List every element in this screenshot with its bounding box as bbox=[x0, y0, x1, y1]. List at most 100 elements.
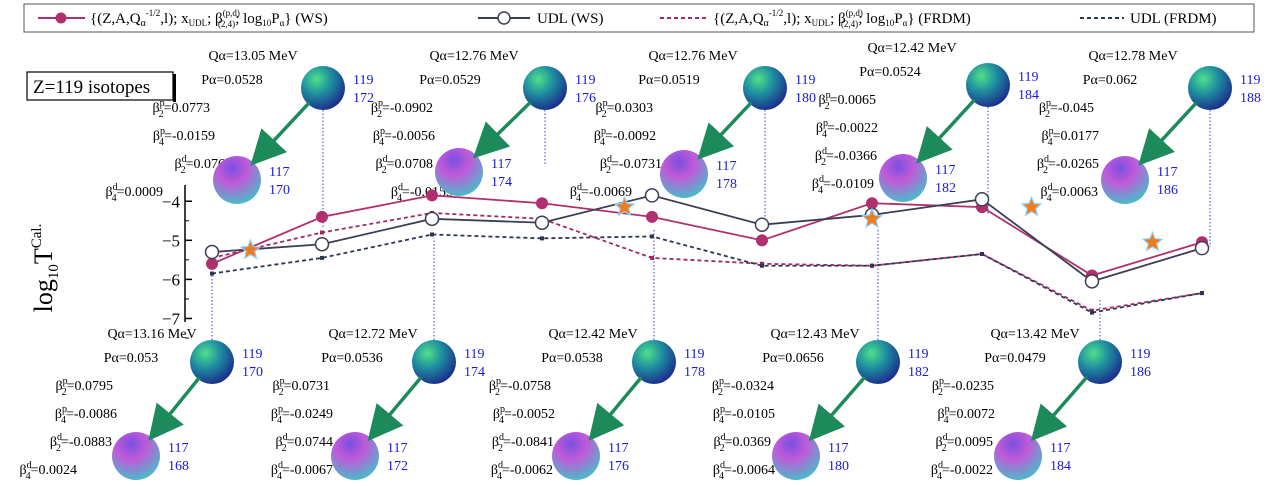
data-point-udl-ws bbox=[644, 188, 660, 203]
p-alpha: Pα=0.0479 bbox=[984, 351, 1046, 366]
beta4-daughter: βd 4=0.0024 bbox=[19, 460, 77, 482]
q-alpha: Qα=12.76 MeV bbox=[429, 49, 518, 64]
beta2-parent: βp 2=0.0303 bbox=[595, 98, 653, 120]
daughter-nucleus-icon bbox=[994, 432, 1042, 480]
data-point-udl-ws bbox=[424, 211, 440, 227]
daughter-nucleus-icon bbox=[1101, 156, 1149, 204]
beta2-daughter: βd 2=-0.0731 bbox=[600, 154, 662, 176]
data-point-udl-ws bbox=[204, 244, 220, 260]
parent-n: 184 bbox=[1018, 88, 1039, 103]
y-axis-label: log10TCal. bbox=[29, 224, 62, 313]
beta4-daughter: βd 4=-0.0064 bbox=[713, 460, 775, 482]
top-annotation-3: Qα=12.42 MeV Pα=0.0524 βp 2=0.0065 βp 4=-0.00… bbox=[812, 41, 1039, 202]
daughter-nucleus-icon bbox=[112, 432, 160, 480]
isotope-box-frame bbox=[26, 71, 174, 101]
daughter-n: 182 bbox=[935, 181, 956, 196]
beta2-daughter: βd 2=0.0744 bbox=[275, 432, 333, 454]
beta2-daughter: βd 2=-0.0366 bbox=[815, 146, 877, 168]
data-point-udl-ws bbox=[314, 236, 330, 252]
p-alpha: Pα=0.0538 bbox=[541, 351, 603, 366]
daughter-nucleus-icon bbox=[331, 432, 379, 480]
data-point-frdm bbox=[210, 271, 214, 276]
parent-z: 119 bbox=[1130, 347, 1150, 362]
data-point-frdm bbox=[1200, 291, 1204, 296]
y-axis: −4 −5 −6 −7 log10TCal. bbox=[29, 185, 192, 339]
beta4-daughter: βd 4=-0.0067 bbox=[271, 460, 333, 482]
beta2-parent: βp 2=0.0731 bbox=[272, 376, 330, 398]
beta4-parent: βp 4=-0.0105 bbox=[713, 404, 775, 426]
y-tick-label: −7 bbox=[162, 309, 181, 328]
daughter-nucleus-icon bbox=[772, 432, 820, 480]
daughter-z: 117 bbox=[935, 163, 955, 178]
q-alpha: Qα=12.42 MeV bbox=[867, 41, 956, 56]
parent-z: 119 bbox=[684, 347, 704, 362]
beta4-daughter: βd 4=-0.0069 bbox=[570, 182, 632, 204]
daughter-nucleus-icon bbox=[435, 148, 483, 196]
parent-n: 174 bbox=[464, 365, 485, 380]
legend-marker-udl-ws bbox=[497, 11, 511, 25]
q-alpha: Qα=12.76 MeV bbox=[648, 49, 737, 64]
isotope-box-label: Z=119 isotopes bbox=[33, 77, 150, 98]
parent-nucleus-icon bbox=[412, 340, 456, 384]
beta2-daughter: βd 2=-0.0883 bbox=[50, 432, 112, 454]
daughter-n: 168 bbox=[168, 459, 189, 474]
bottom-annotation-2: Qα=12.42 MeV Pα=0.0538 βp 2=-0.0758 βp 4=-0.0… bbox=[489, 327, 705, 482]
parent-z: 119 bbox=[795, 73, 815, 88]
parent-n: 186 bbox=[1130, 365, 1151, 380]
star-marker bbox=[239, 238, 262, 260]
bottom-annotation-0: Qα=13.16 MeV Pα=0.053 βp 2=0.0795 βp 4=-0.008… bbox=[19, 327, 263, 482]
data-point-ws bbox=[756, 234, 768, 247]
p-alpha: Pα=0.062 bbox=[1083, 73, 1138, 88]
star-marker bbox=[613, 195, 636, 217]
daughter-z: 117 bbox=[716, 159, 736, 174]
daughter-n: 178 bbox=[716, 177, 737, 192]
daughter-nucleus-icon bbox=[552, 432, 600, 480]
annotation-connectors bbox=[211, 107, 1211, 340]
p-alpha: Pα=0.0536 bbox=[321, 351, 383, 366]
parent-z: 119 bbox=[1018, 70, 1038, 85]
beta2-daughter: βd 2=0.0369 bbox=[713, 432, 771, 454]
data-point-ws bbox=[316, 210, 328, 223]
p-alpha: Pα=0.0529 bbox=[419, 73, 481, 88]
data-point-udl-ws bbox=[1084, 274, 1100, 289]
parent-nucleus-icon bbox=[856, 340, 900, 384]
y-tick-label: −6 bbox=[162, 270, 180, 289]
parent-z: 119 bbox=[1240, 73, 1260, 88]
parent-nucleus-icon bbox=[966, 63, 1010, 107]
beta4-parent: βp 4=0.0072 bbox=[937, 404, 995, 426]
legend: {(Z,A,Qα-1/2,l); xUDL; β(p,d) (2,4); log1… bbox=[23, 3, 1255, 33]
daughter-z: 117 bbox=[608, 441, 628, 456]
decay-arrow bbox=[1030, 375, 1089, 442]
parent-n: 180 bbox=[795, 91, 816, 106]
daughter-n: 186 bbox=[1157, 183, 1178, 198]
p-alpha: Pα=0.0519 bbox=[638, 73, 700, 88]
isotope-box-shadow bbox=[173, 74, 176, 102]
parent-nucleus-icon bbox=[523, 66, 567, 110]
daughter-z: 117 bbox=[387, 441, 407, 456]
top-annotation-1: Qα=12.76 MeV Pα=0.0529 βp 2=-0.0902 βp 4=-0.0… bbox=[371, 49, 596, 204]
daughter-z: 117 bbox=[1157, 165, 1177, 180]
data-point-ws bbox=[206, 257, 218, 270]
daughter-n: 170 bbox=[269, 183, 290, 198]
beta2-daughter: βd 2=-0.0265 bbox=[1037, 154, 1099, 176]
parent-nucleus-icon bbox=[743, 66, 787, 110]
data-point-frdm bbox=[320, 230, 324, 235]
p-alpha: Pα=0.0524 bbox=[859, 65, 921, 80]
series-line-3 bbox=[211, 233, 1203, 314]
daughter-nucleus-icon bbox=[879, 154, 927, 202]
isotope-box: Z=119 isotopes bbox=[26, 71, 176, 102]
decay-arrow bbox=[808, 375, 867, 442]
daughter-z: 117 bbox=[1050, 441, 1070, 456]
p-alpha: Pα=0.0656 bbox=[762, 351, 824, 366]
parent-n: 188 bbox=[1240, 91, 1261, 106]
daughter-n: 172 bbox=[387, 459, 408, 474]
bottom-annotation-3: Qα=12.43 MeV Pα=0.0656 βp 2=-0.0324 βp 4=-0.0… bbox=[712, 327, 929, 482]
daughter-n: 176 bbox=[608, 459, 629, 474]
data-point-ws bbox=[866, 197, 878, 210]
parent-z: 119 bbox=[464, 347, 484, 362]
bottom-annotation-4: Qα=13.42 MeV Pα=0.0479 βp 2=-0.0235 βp 4=0.00… bbox=[931, 327, 1151, 482]
q-alpha: Qα=12.78 MeV bbox=[1088, 49, 1177, 64]
star-marker bbox=[1141, 230, 1164, 252]
decay-arrow bbox=[148, 376, 201, 441]
